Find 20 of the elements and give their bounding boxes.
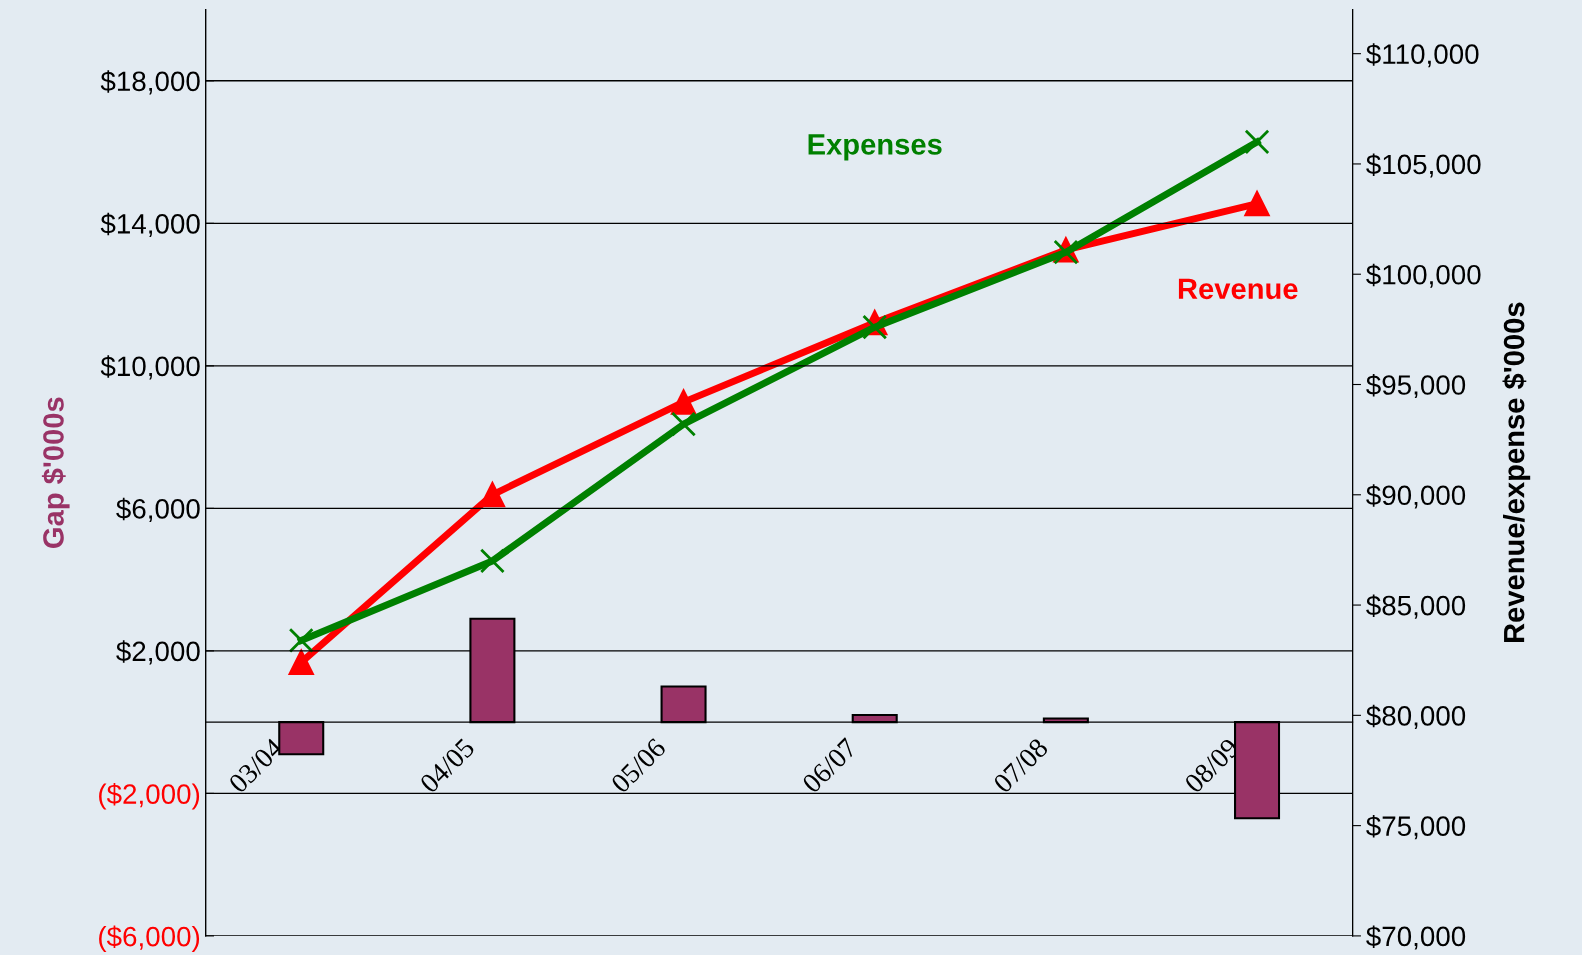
y2-tick-label: $110,000	[1366, 43, 1479, 68]
y2-tick-label: $90,000	[1366, 484, 1466, 509]
y-tick-label: $10,000	[100, 355, 200, 380]
text: Expenses	[808, 134, 942, 161]
series-label: Revenue	[1178, 278, 1298, 300]
y2-tick-label: $70,000	[1366, 925, 1466, 950]
y2-tick-label: $95,000	[1366, 374, 1466, 399]
y2-tick-label: $85,000	[1366, 594, 1466, 619]
y2-axis-title: Revenue/expense $'000s	[1502, 302, 1531, 643]
y-tick-label: $2,000	[116, 640, 200, 665]
y2-tick-label: $80,000	[1366, 704, 1466, 729]
y2-tick-label: $105,000	[1366, 153, 1481, 178]
y-axis-title: Gap $'000s	[41, 397, 70, 548]
y-tick-label: ($6,000)	[99, 925, 200, 952]
y2-tick-label: $100,000	[1366, 263, 1481, 288]
y-tick-label: ($2,000)	[99, 783, 200, 810]
y-tick-label: $14,000	[100, 212, 200, 237]
y2-tick-label: $75,000	[1366, 815, 1466, 840]
y-tick-label: $6,000	[116, 497, 200, 522]
y-tick-label: $18,000	[100, 70, 200, 95]
